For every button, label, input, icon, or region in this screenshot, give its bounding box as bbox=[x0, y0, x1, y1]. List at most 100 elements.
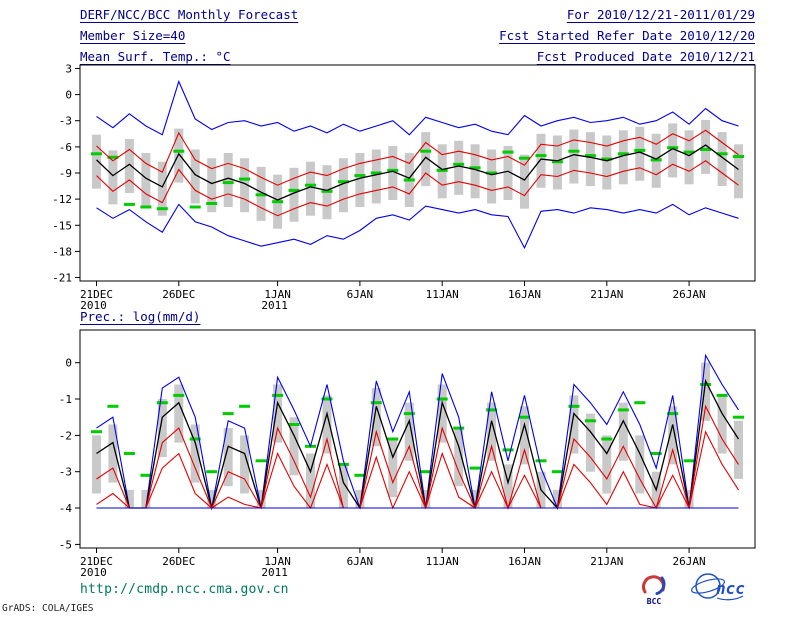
plot-frame bbox=[79, 329, 756, 549]
grads-credit: GrADS: COLA/IGES bbox=[2, 603, 94, 614]
x-tick-label: 26JAN bbox=[673, 288, 706, 301]
series-line-lower-quartile bbox=[96, 430, 739, 510]
ncc-logo-text: ncc bbox=[716, 579, 745, 598]
observation-dash bbox=[189, 205, 201, 209]
precip-variable-label: Prec.: log(mm/d) bbox=[80, 309, 201, 324]
ensemble-spread-bar bbox=[289, 417, 299, 476]
y-tick-label: -3 bbox=[59, 115, 72, 128]
bcc-logo-text: BCC bbox=[647, 597, 662, 606]
observation-dash bbox=[123, 202, 135, 206]
series-line-ens-mean bbox=[96, 144, 739, 201]
ensemble-spread-bar bbox=[454, 428, 464, 487]
y-tick-label: -6 bbox=[59, 141, 72, 154]
ensemble-spread-bar bbox=[503, 146, 513, 200]
fcst-produced-date: Fcst Produced Date 2010/12/21 bbox=[536, 49, 755, 64]
observation-dash bbox=[107, 404, 119, 408]
observation-dash bbox=[288, 423, 300, 426]
ensemble-spread-bar bbox=[421, 132, 431, 187]
ensemble-spread-bar bbox=[371, 149, 381, 204]
ensemble-spread-bar bbox=[701, 362, 711, 421]
observation-dash bbox=[370, 171, 382, 175]
observation-dash bbox=[173, 393, 185, 397]
observation-dash bbox=[354, 174, 366, 178]
observation-dash bbox=[123, 452, 135, 455]
y-tick-label: -2 bbox=[59, 429, 72, 442]
observation-dash bbox=[436, 397, 448, 401]
x-tick-label: 1JAN bbox=[264, 288, 291, 301]
observation-dash bbox=[156, 207, 168, 211]
observation-dash bbox=[486, 171, 498, 175]
observation-dash bbox=[667, 412, 679, 416]
observation-dash bbox=[420, 149, 432, 153]
observation-dash bbox=[486, 408, 498, 412]
observation-dash bbox=[601, 437, 613, 441]
temp-variable-label: Mean Surf. Temp.: °C bbox=[80, 49, 231, 64]
observation-dash bbox=[650, 452, 662, 455]
series-line-lower-quartile bbox=[96, 160, 739, 217]
ensemble-spread-bar bbox=[306, 453, 315, 508]
ensemble-spread-bar bbox=[668, 406, 678, 465]
observation-dash bbox=[584, 154, 596, 158]
x-tick-label: 16JAN bbox=[508, 555, 541, 568]
observation-dash bbox=[370, 401, 382, 405]
ensemble-spread-bar bbox=[124, 489, 134, 509]
bcc-logo-blue-swirl bbox=[655, 576, 666, 595]
series-line-ens-min bbox=[96, 203, 739, 250]
series-line-ens-max bbox=[96, 79, 739, 136]
observation-dash bbox=[716, 393, 728, 397]
observation-dash bbox=[321, 397, 333, 401]
ensemble-spread-bar bbox=[388, 439, 398, 498]
observation-dash bbox=[617, 152, 629, 156]
ensemble-spread-bar bbox=[388, 146, 398, 200]
ensemble-spread-bar bbox=[190, 424, 200, 483]
observation-dash bbox=[91, 430, 102, 434]
observation-dash bbox=[288, 188, 300, 192]
observation-dash bbox=[107, 155, 119, 159]
x-tick-sublabel: 2010 bbox=[80, 566, 107, 576]
y-tick-label: -18 bbox=[52, 245, 72, 258]
x-tick-sublabel: 2011 bbox=[261, 299, 288, 310]
ncc-logo-orbit bbox=[690, 578, 726, 594]
observation-dash bbox=[683, 150, 695, 154]
series-line-ens-mean bbox=[96, 378, 740, 511]
ensemble-spread-bar bbox=[602, 135, 612, 190]
y-tick-label: -1 bbox=[59, 393, 72, 406]
ensemble-spread-bar bbox=[618, 130, 628, 185]
ensemble-spread-bar bbox=[108, 424, 118, 483]
ensemble-spread-bar bbox=[734, 144, 743, 199]
x-tick-label: 21DEC bbox=[80, 555, 113, 568]
ensemble-spread-bar bbox=[371, 388, 381, 447]
ensemble-spread-bar bbox=[421, 489, 431, 509]
observation-dash bbox=[634, 401, 646, 405]
ensemble-spread-bar bbox=[322, 395, 332, 454]
observation-dash bbox=[206, 202, 218, 205]
series-line-upper-quartile bbox=[96, 404, 739, 511]
y-tick-label: 3 bbox=[65, 63, 72, 76]
ensemble-spread-bar bbox=[108, 150, 118, 205]
ensemble-spread-bar bbox=[635, 435, 645, 494]
ensemble-spread-bar bbox=[684, 130, 694, 185]
observation-dash bbox=[469, 166, 481, 170]
observation-dash bbox=[91, 152, 102, 156]
ensemble-spread-bar bbox=[92, 435, 101, 494]
observation-dash bbox=[255, 459, 267, 463]
observation-dash bbox=[469, 466, 481, 470]
observation-dash bbox=[222, 181, 234, 185]
observation-dash bbox=[502, 448, 514, 452]
observation-dash bbox=[601, 157, 613, 161]
observation-dash bbox=[173, 149, 185, 153]
ensemble-spread-bar bbox=[404, 402, 414, 461]
observation-dash bbox=[239, 177, 251, 181]
observation-dash bbox=[305, 183, 316, 187]
ensemble-spread-bar bbox=[470, 144, 480, 199]
observation-dash bbox=[337, 180, 349, 184]
ensemble-spread-bar bbox=[223, 153, 233, 207]
observation-dash bbox=[403, 178, 415, 182]
observation-dash bbox=[683, 459, 695, 463]
ensemble-spread-bar bbox=[92, 134, 101, 189]
ncc-logo: ncc bbox=[690, 573, 745, 601]
ensemble-spread-bar bbox=[207, 158, 217, 213]
chart-title: DERF/NCC/BCC Monthly Forecast bbox=[80, 7, 299, 22]
ensemble-spread-bar bbox=[157, 161, 167, 216]
